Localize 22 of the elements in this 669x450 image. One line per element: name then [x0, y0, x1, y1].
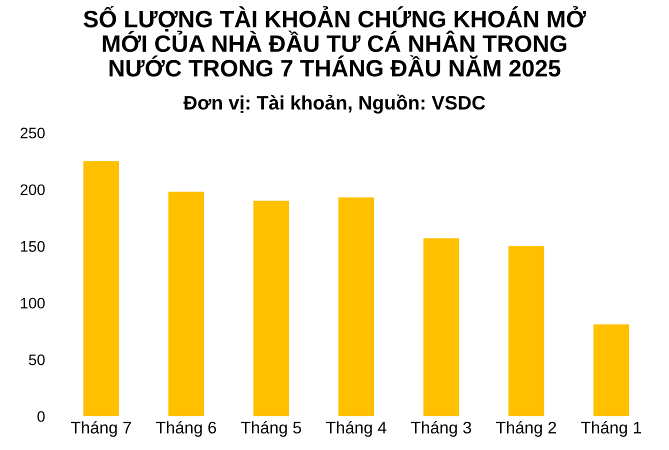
y-tick-label: 50: [28, 354, 45, 366]
y-tick-label: 150: [20, 241, 45, 252]
x-tick-label: Tháng 3: [411, 421, 472, 437]
y-tick-label: 250: [20, 128, 45, 138]
bar: [593, 324, 630, 416]
bar: [423, 238, 460, 416]
x-tick-label: Tháng 4: [326, 421, 386, 437]
bar: [168, 192, 204, 416]
bar: [338, 197, 374, 416]
bar: [83, 161, 120, 416]
x-tick-label: Tháng 5: [241, 421, 302, 437]
x-tick-label: Tháng 6: [156, 421, 216, 437]
chart-title: SỐ LƯỢNG TÀI KHOẢN CHỨNG KHOÁN MỞ MỚI CỦA NHÀ ĐẦU TƯ CÁ NHÂN TRONG NƯỚC TRONG 7 THÁNG ĐẦU NĂM 2025: [84, 6, 586, 77]
y-tick-label: 200: [20, 184, 45, 196]
bar: [253, 200, 290, 416]
chart-subtitle: Đơn vị: Tài khoản, Nguồn: VSDC: [183, 94, 486, 114]
bar: [508, 246, 544, 416]
y-tick-label: 100: [20, 298, 45, 309]
y-tick-label: 0: [37, 411, 45, 422]
x-tick-label: Tháng 7: [70, 421, 131, 437]
x-tick-label: Tháng 2: [496, 421, 556, 437]
x-tick-label: Tháng 1: [581, 421, 642, 437]
